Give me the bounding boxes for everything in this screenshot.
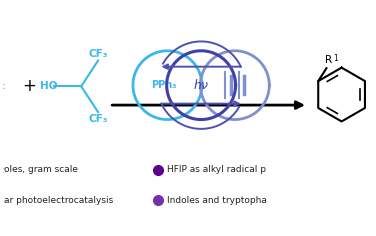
Text: PPh₃: PPh₃ [151, 80, 176, 90]
Text: R: R [325, 55, 332, 65]
Text: :: : [2, 81, 5, 91]
Text: HO: HO [40, 81, 58, 91]
Text: ar photoelectrocatalysis: ar photoelectrocatalysis [5, 196, 114, 205]
Text: Indoles and tryptopha: Indoles and tryptopha [167, 196, 267, 205]
Text: HFIP as alkyl radical p: HFIP as alkyl radical p [167, 165, 267, 174]
Text: oles, gram scale: oles, gram scale [5, 165, 79, 174]
Text: CF₃: CF₃ [88, 114, 108, 124]
Text: 1: 1 [333, 55, 338, 63]
Text: +: + [22, 77, 36, 95]
Text: $h\nu$: $h\nu$ [193, 78, 209, 92]
Text: :: : [2, 165, 5, 175]
Text: CF₃: CF₃ [88, 49, 108, 59]
